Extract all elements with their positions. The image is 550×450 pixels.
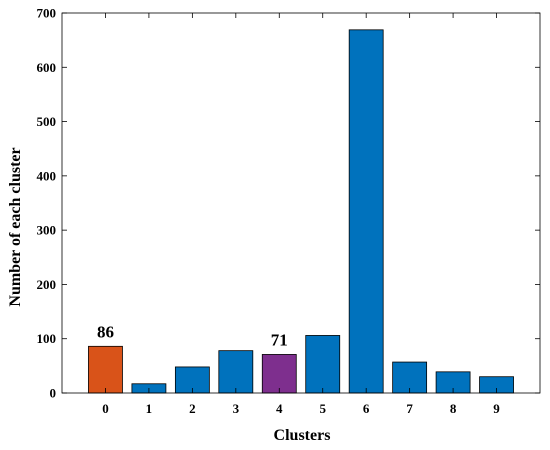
data-label-cluster-4: 71 <box>271 330 288 349</box>
x-tick-label-0: 0 <box>102 401 109 416</box>
y-tick-label-700: 700 <box>37 6 57 21</box>
x-tick-label-7: 7 <box>406 401 413 416</box>
x-tick-label-6: 6 <box>363 401 370 416</box>
bar-cluster-3 <box>218 350 254 394</box>
x-tick-label-5: 5 <box>319 401 326 416</box>
x-axis-title: Clusters <box>274 427 331 444</box>
y-tick-label-0: 0 <box>50 386 57 401</box>
bar-cluster-0 <box>88 345 123 394</box>
bar-cluster-6 <box>348 29 384 394</box>
plot-area: 0 100 200 300 400 500 600 700 0 1 2 3 4 5 6 7 8 9 86 71 <box>37 6 541 416</box>
y-axis-title: Number of each cluster <box>7 147 24 306</box>
y-tick-label-100: 100 <box>37 331 57 346</box>
y-tick-label-300: 300 <box>37 223 57 238</box>
plot-frame <box>61 12 541 394</box>
x-tick-label-2: 2 <box>189 401 196 416</box>
bar-cluster-5 <box>305 335 341 394</box>
y-tick-label-400: 400 <box>37 168 57 183</box>
x-tick-label-9: 9 <box>493 401 500 416</box>
y-tick-label-200: 200 <box>37 277 57 292</box>
y-tick-label-600: 600 <box>37 60 57 75</box>
x-tick-label-8: 8 <box>450 401 457 416</box>
y-tick-label-500: 500 <box>37 114 57 129</box>
x-tick-label-3: 3 <box>233 401 240 416</box>
bar-cluster-4 <box>261 354 297 394</box>
data-label-cluster-0: 86 <box>97 322 114 341</box>
x-tick-label-4: 4 <box>276 401 283 416</box>
x-tick-label-1: 1 <box>146 401 153 416</box>
bar-cluster-2 <box>174 366 210 394</box>
